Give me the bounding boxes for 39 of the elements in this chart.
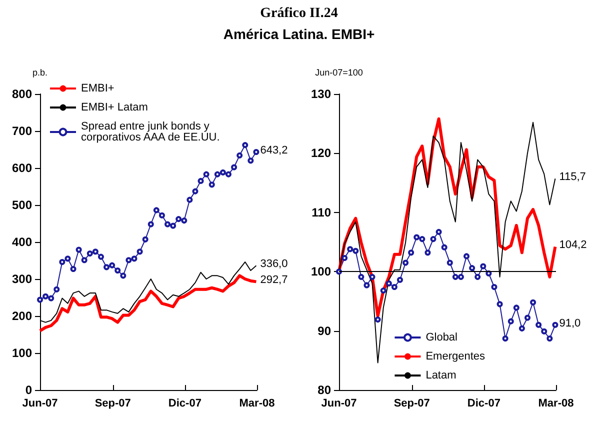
y-tick-label: 200 [12, 309, 32, 323]
annotation: 115,7 [559, 171, 586, 184]
y-tick-label: 130 [310, 87, 332, 101]
legend-label: EMBI+ [81, 82, 114, 94]
y-tick-label: 400 [12, 235, 32, 249]
y-tick-label: 700 [12, 124, 32, 138]
annotation: 91,0 [559, 317, 581, 330]
x-tick-label: Dic-07 [467, 398, 500, 410]
annotation: 336,0 [260, 258, 288, 270]
text: Gráfico II.24 [259, 5, 339, 23]
annotation: 104,2 [559, 239, 587, 252]
y-tick-label: 120 [310, 146, 332, 160]
y-tick-label: 90 [318, 324, 332, 338]
y-tick-label: 100 [310, 264, 332, 279]
x-tick-label: Jun-07 [321, 398, 357, 410]
y-tick-label: 80 [318, 383, 332, 397]
x-tick-label: Sep-07 [394, 398, 430, 410]
legend-label: Spread entre junk bonds y corporativos AAA de EE.UU. [81, 120, 220, 144]
annotation: 643,2 [260, 144, 288, 157]
x-tick-label: Jun-07 [22, 398, 58, 410]
x-tick-label: Sep-07 [94, 398, 131, 410]
legend-label: EMBI+ Latam [81, 102, 148, 114]
x-tick-label: Mar-08 [538, 398, 574, 410]
y-tick-label: 600 [12, 161, 32, 175]
y-tick-label: 500 [12, 198, 32, 212]
y-axis-title: p.b. [32, 68, 48, 78]
x-tick-label: Mar-08 [239, 398, 275, 410]
annotation: 292,7 [260, 274, 288, 286]
legend-label: Global [426, 332, 458, 344]
text: América Latina. EMBI+ [222, 25, 376, 44]
x-tick-label: Dic-07 [168, 398, 202, 410]
legend-label: Emergentes [426, 350, 486, 362]
y-tick-label: 110 [312, 205, 332, 220]
legend-label: Latam [426, 370, 456, 382]
y-axis-title: Jun-07=100 [315, 68, 363, 78]
y-tick-label: 0 [25, 383, 32, 397]
y-tick-label: 100 [12, 346, 32, 360]
y-tick-label: 300 [12, 272, 32, 286]
y-tick-label: 800 [12, 87, 32, 101]
